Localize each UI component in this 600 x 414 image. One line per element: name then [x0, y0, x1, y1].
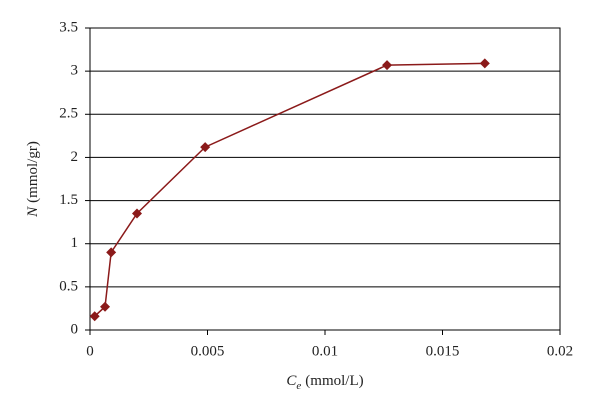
y-tick-label: 2.5	[59, 106, 78, 122]
y-tick-label: 3.5	[59, 19, 78, 35]
data-point	[89, 311, 100, 322]
data-line	[94, 62, 485, 317]
x-label-unit: (mmol/L)	[305, 373, 363, 389]
x-tick-label: 0.015	[426, 343, 460, 359]
x-label-symbol: C	[286, 373, 297, 389]
y-tick-label: 2	[71, 149, 79, 165]
x-tick-label: 0.01	[312, 343, 338, 359]
plot-frame	[89, 27, 561, 331]
y-tick-label: 0.5	[59, 278, 78, 294]
x-tick-label: 0.02	[547, 343, 573, 359]
x-tick-label: 0.005	[191, 343, 225, 359]
x-tick-label: 0	[86, 343, 94, 359]
y-tick-label: 1.5	[59, 192, 78, 208]
data-point	[132, 208, 142, 219]
data-point	[106, 247, 117, 258]
data-point	[100, 301, 111, 312]
x-axis-label: Ce (mmol/L)	[286, 373, 363, 391]
data-point	[200, 142, 211, 153]
y-tick-label: 1	[71, 235, 79, 251]
x-label-subscript: e	[296, 380, 301, 392]
y-label-symbol: N	[25, 206, 41, 218]
data-point	[382, 60, 393, 71]
y-tick-label: 0	[71, 321, 79, 337]
y-tick-label: 3	[71, 63, 79, 79]
y-label-unit: (mmol/gr)	[25, 141, 41, 203]
y-axis-label: N (mmol/gr)	[25, 141, 41, 218]
data-point	[479, 58, 490, 69]
